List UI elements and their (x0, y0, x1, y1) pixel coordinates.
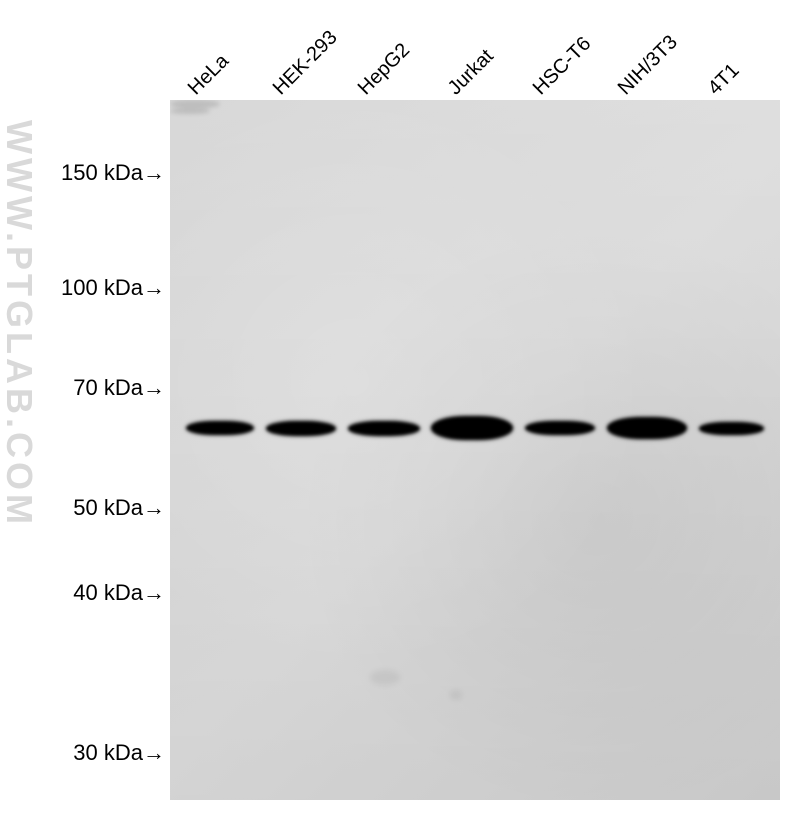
main-band-row (170, 408, 780, 448)
faint-band (170, 108, 210, 114)
membrane-smudge (450, 690, 462, 700)
band-lane-6 (607, 417, 687, 439)
band-lane-3 (348, 421, 420, 436)
band-lane-7 (699, 422, 764, 435)
faint-band (170, 100, 220, 108)
band-lane-4 (431, 416, 513, 440)
band-lane-5 (525, 421, 595, 435)
membrane-shading (170, 100, 780, 800)
mw-marker: 30 kDa→ (0, 740, 165, 766)
lane-label: 4T1 (704, 59, 745, 100)
lane-label: NIH/3T3 (614, 31, 683, 100)
watermark-text: WWW.PTGLAB.COM (0, 120, 40, 528)
mw-marker: 40 kDa→ (0, 580, 165, 606)
lane-labels-row: HeLa HEK-293 HepG2 Jurkat HSC-T6 NIH/3T3… (170, 10, 780, 100)
band-lane-1 (186, 421, 254, 435)
western-blot-figure: HeLa HEK-293 HepG2 Jurkat HSC-T6 NIH/3T3… (0, 0, 800, 820)
lane-label: HSC-T6 (529, 33, 596, 100)
lane-label: HeLa (184, 50, 234, 100)
blot-membrane (170, 100, 780, 800)
lane-label: HepG2 (354, 39, 415, 100)
lane-label: Jurkat (444, 45, 499, 100)
membrane-smudge (370, 670, 400, 685)
lane-label: HEK-293 (269, 26, 343, 100)
band-lane-2 (266, 421, 336, 436)
